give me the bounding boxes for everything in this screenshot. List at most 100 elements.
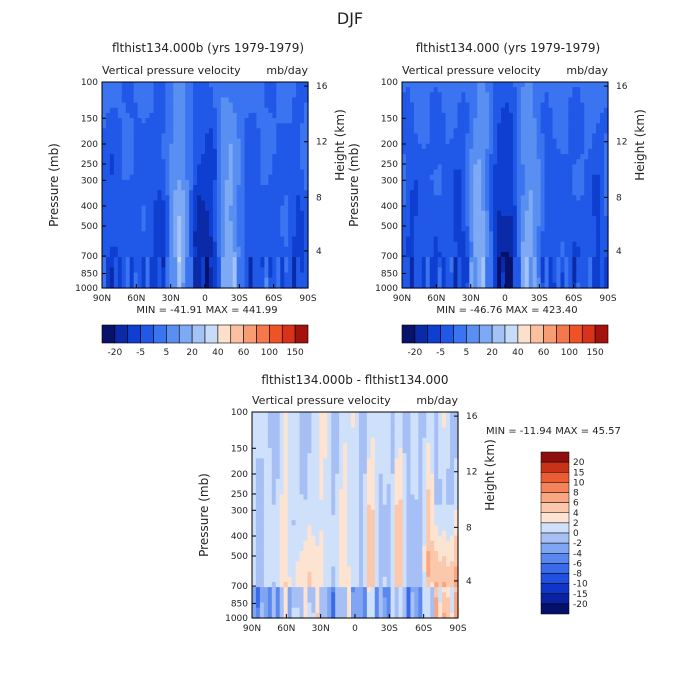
heatmap-cell	[524, 138, 530, 145]
heatmap-cell	[413, 195, 419, 202]
heatmap-cell	[307, 499, 313, 506]
heatmap-cell	[469, 138, 474, 145]
heatmap-cell	[303, 468, 309, 475]
legend-swatch	[217, 324, 232, 344]
heatmap-cell	[580, 179, 585, 186]
heatmap-cell	[228, 231, 234, 238]
heatmap-cell	[449, 107, 455, 114]
heatmap-cell	[205, 97, 210, 104]
heatmap-cell	[540, 195, 546, 202]
heatmap-cell	[493, 200, 498, 207]
heatmap-cell	[280, 200, 285, 207]
heatmap-cell	[437, 87, 443, 93]
heatmap-cell	[485, 272, 490, 279]
heatmap-cell	[232, 164, 238, 171]
heatmap-cell	[556, 82, 562, 88]
heatmap-cell	[445, 87, 451, 93]
heatmap-cell	[240, 107, 246, 114]
heatmap-cell	[315, 551, 320, 557]
heatmap-cell	[252, 427, 257, 434]
heatmap-cell	[421, 92, 427, 99]
heatmap-cell	[299, 530, 305, 537]
heatmap-cell	[564, 143, 569, 150]
heatmap-cell	[469, 277, 474, 284]
heatmap-cell	[220, 148, 226, 155]
heatmap-cell	[292, 262, 297, 268]
heatmap-cell	[208, 159, 214, 165]
heatmap-cell	[161, 112, 166, 119]
legend-swatch	[530, 324, 544, 344]
heatmap-cell	[129, 159, 135, 165]
heatmap-cell	[548, 236, 554, 243]
heatmap-cell	[161, 138, 166, 145]
heatmap-cell	[255, 520, 261, 526]
heatmap-cell	[292, 215, 297, 222]
heatmap-cell	[137, 185, 143, 191]
heatmap-cell	[279, 432, 285, 439]
heatmap-cell	[493, 195, 498, 202]
heatmap-cell	[402, 128, 407, 135]
heatmap-cell	[505, 123, 510, 129]
heatmap-cell	[596, 118, 601, 124]
heatmap-cell	[173, 128, 178, 135]
heatmap-cell	[508, 272, 514, 279]
heatmap-cell	[299, 484, 305, 490]
heatmap-cell	[288, 154, 293, 160]
heatmap-cell	[279, 463, 285, 470]
heatmap-cell	[121, 97, 127, 104]
heatmap-cell	[201, 174, 206, 181]
heatmap-cell	[141, 154, 147, 160]
heatmap-cell	[256, 87, 262, 93]
heatmap-cell	[516, 112, 522, 119]
heatmap-cell	[461, 210, 466, 217]
heatmap-cell	[568, 87, 573, 93]
heatmap-cell	[429, 195, 435, 202]
heatmap-cell	[125, 200, 131, 207]
heatmap-cell	[264, 277, 269, 284]
heatmap-cell	[252, 468, 257, 475]
heatmap-cell	[453, 205, 459, 212]
heatmap-cell	[133, 102, 139, 109]
heatmap-cell	[276, 241, 281, 248]
heatmap-cell	[271, 530, 277, 537]
heatmap-cell	[228, 179, 234, 186]
heatmap-cell	[536, 257, 542, 263]
heatmap-cell	[260, 102, 266, 109]
heatmap-cell	[284, 267, 289, 274]
heatmap-cell	[433, 277, 439, 284]
heatmap-cell	[212, 236, 218, 243]
heatmap-cell	[153, 190, 159, 196]
heatmap-cell	[279, 566, 285, 573]
heatmap-cell	[276, 118, 281, 124]
heatmap-cell	[307, 587, 313, 593]
heatmap-cell	[604, 257, 609, 263]
heatmap-cell	[596, 267, 601, 274]
heatmap-cell	[497, 215, 502, 222]
heatmap-cell	[461, 123, 466, 129]
heatmap-cell	[292, 226, 297, 232]
heatmap-cell	[405, 241, 411, 248]
heatmap-cell	[173, 267, 178, 274]
heatmap-cell	[228, 164, 234, 171]
heatmap-cell	[205, 143, 210, 150]
heatmap-cell	[291, 417, 297, 423]
heatmap-cell	[264, 164, 269, 171]
heatmap-cell	[560, 190, 566, 196]
heatmap-cell	[548, 138, 554, 145]
heatmap-cell	[497, 277, 502, 284]
heatmap-cell	[177, 87, 182, 93]
heatmap-cell	[275, 427, 281, 434]
heatmap-cell	[544, 251, 550, 258]
heatmap-cell	[292, 246, 297, 253]
heatmap-cell	[212, 164, 218, 171]
heatmap-cell	[536, 174, 542, 181]
heatmap-cell	[232, 154, 238, 160]
heatmap-cell	[413, 118, 419, 124]
heatmap-cell	[236, 262, 242, 268]
heatmap-cell	[560, 174, 566, 181]
heatmap-cell	[596, 262, 601, 268]
heatmap-cell	[280, 92, 285, 99]
heatmap-cell	[437, 262, 443, 268]
heatmap-cell	[296, 107, 301, 114]
heatmap-cell	[271, 556, 277, 562]
